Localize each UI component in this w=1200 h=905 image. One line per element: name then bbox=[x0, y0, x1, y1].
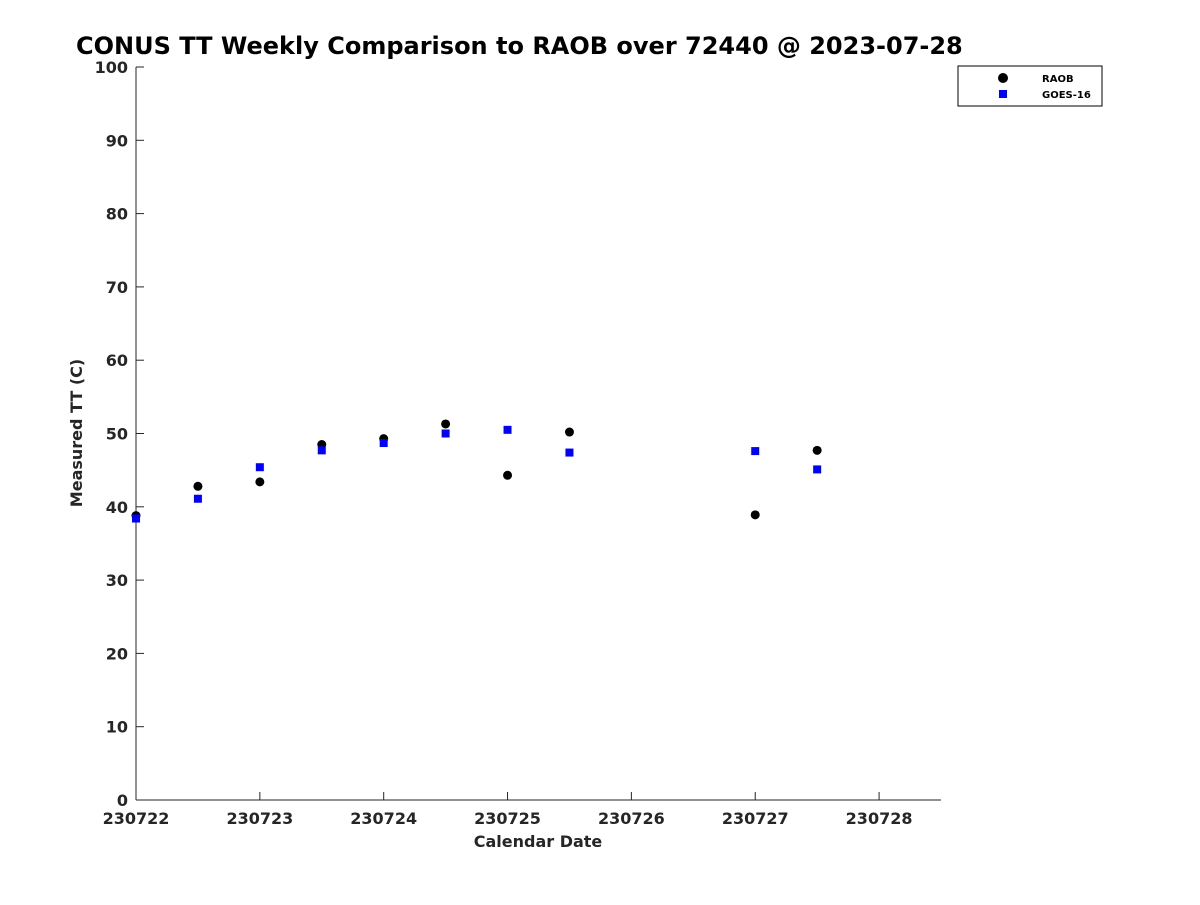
legend-label: RAOB bbox=[1042, 74, 1074, 85]
chart-title: CONUS TT Weekly Comparison to RAOB over … bbox=[76, 32, 963, 60]
x-tick-label: 230726 bbox=[598, 809, 665, 828]
x-tick-label: 230727 bbox=[722, 809, 789, 828]
legend: RAOB GOES-16 bbox=[957, 65, 1103, 107]
x-tick-label: 230728 bbox=[846, 809, 913, 828]
x-tick-label: 230725 bbox=[474, 809, 541, 828]
goes-16-point bbox=[255, 463, 264, 472]
x-tick-label: 230723 bbox=[226, 809, 293, 828]
legend-box bbox=[957, 65, 1103, 107]
y-tick-label: 40 bbox=[106, 498, 128, 517]
y-tick-label: 50 bbox=[106, 425, 128, 444]
y-tick-label: 80 bbox=[106, 205, 128, 224]
data-marks bbox=[131, 419, 822, 523]
x-tick-label: 230722 bbox=[103, 809, 170, 828]
goes-16-point bbox=[503, 425, 512, 434]
y-tick-label: 0 bbox=[117, 791, 128, 810]
y-tick-label: 20 bbox=[106, 644, 128, 663]
raob-point bbox=[193, 481, 203, 491]
y-tick-label: 10 bbox=[106, 718, 128, 737]
goes-16-point bbox=[565, 448, 574, 457]
goes-16-point bbox=[813, 465, 822, 474]
raob-point bbox=[441, 419, 451, 429]
y-tick-label: 30 bbox=[106, 571, 128, 590]
goes-16-point bbox=[193, 494, 202, 503]
goes-16-point bbox=[132, 514, 140, 523]
y-tick-label: 70 bbox=[106, 278, 128, 297]
y-tick-label: 60 bbox=[106, 351, 128, 370]
y-tick-label: 100 bbox=[95, 58, 128, 77]
goes-16-point bbox=[379, 439, 388, 448]
goes-16-point bbox=[441, 429, 450, 438]
axes: 0 10 20 30 40 50 60 70 80 90 100 230722 230723 230724… bbox=[95, 58, 941, 828]
y-tick-label: 90 bbox=[106, 131, 128, 150]
raob-point bbox=[255, 477, 265, 487]
x-tick-label: 230724 bbox=[350, 809, 417, 828]
legend-label: GOES-16 bbox=[1042, 90, 1091, 101]
series-goes-16 bbox=[132, 425, 822, 523]
x-axis-label: Calendar Date bbox=[474, 832, 603, 851]
raob-point bbox=[503, 470, 513, 480]
goes-16-point bbox=[751, 447, 760, 456]
raob-point bbox=[564, 427, 574, 437]
legend-marker-goes-16 bbox=[999, 90, 1007, 98]
raob-point bbox=[812, 445, 822, 455]
series-raob bbox=[131, 419, 822, 521]
goes-16-point bbox=[317, 446, 326, 455]
legend-marker-raob bbox=[998, 73, 1008, 83]
y-axis-label: Measured TT (C) bbox=[67, 359, 86, 507]
raob-point bbox=[750, 510, 760, 520]
